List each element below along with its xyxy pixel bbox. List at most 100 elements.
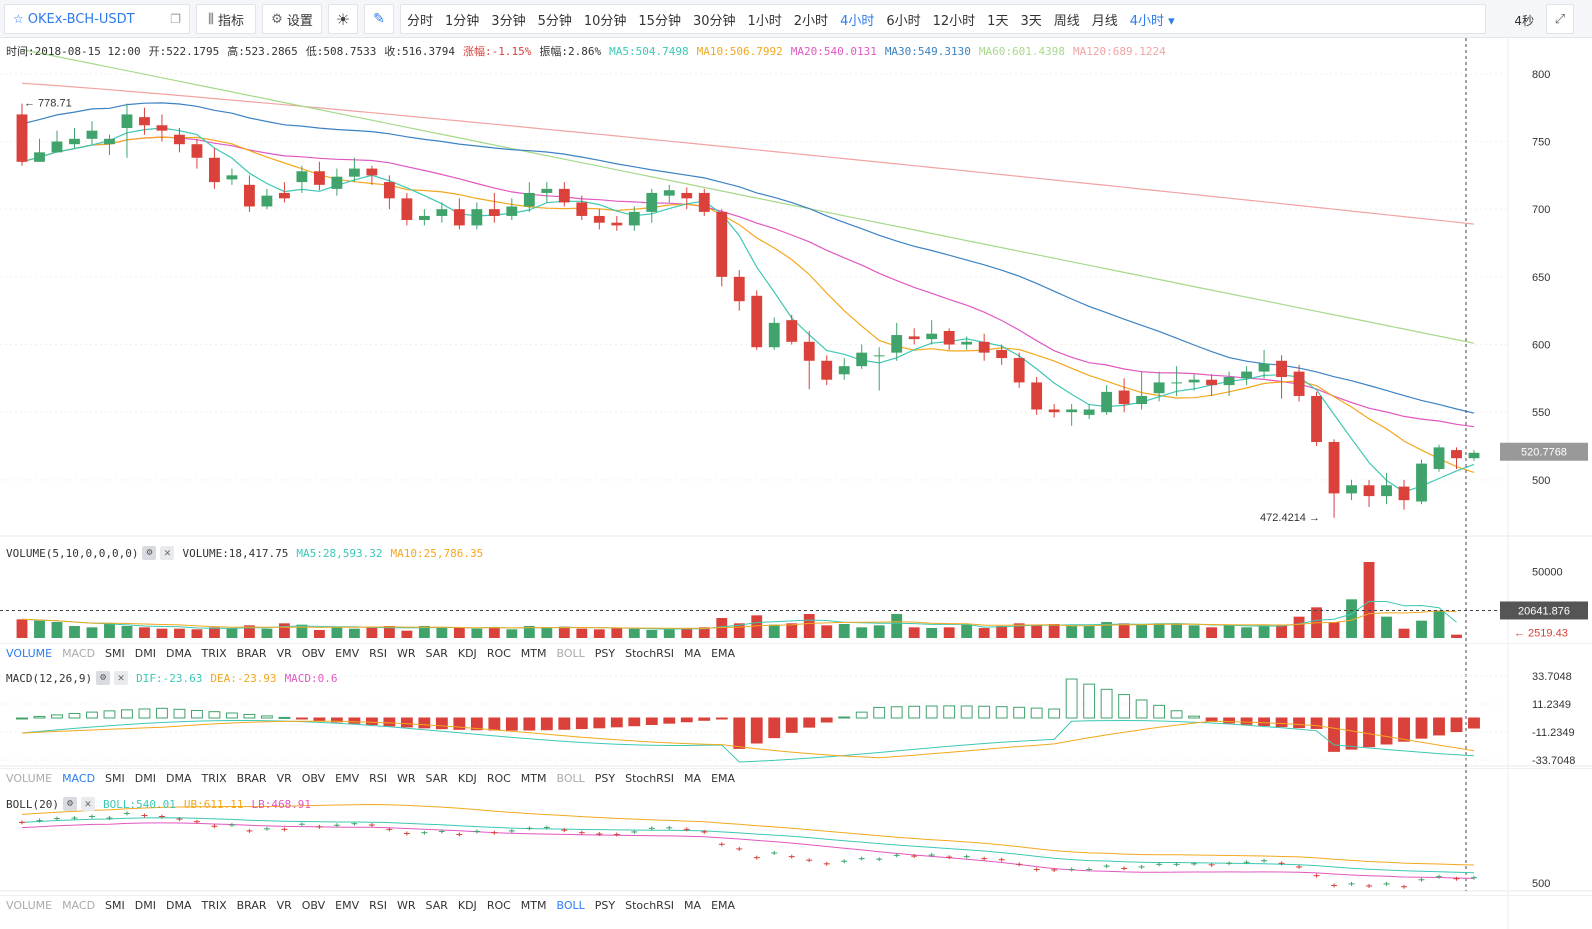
indicator-tab-rsi[interactable]: RSI	[369, 647, 387, 660]
fullscreen-button[interactable]: ⤢	[1546, 4, 1574, 34]
indicator-tab-dma[interactable]: DMA	[165, 899, 192, 912]
indicator-tab-trix[interactable]: TRIX	[201, 772, 227, 785]
indicator-tab-vr[interactable]: VR	[276, 899, 292, 912]
chart-canvas[interactable]: 800 750 700 650 600 550 500 ← 778.71 472.4214 → 5…	[0, 38, 1592, 929]
indicator-tab-brar[interactable]: BRAR	[236, 772, 267, 785]
indicator-tab-smi[interactable]: SMI	[105, 772, 125, 785]
close-icon[interactable]: ✕	[160, 546, 175, 560]
indicator-tab-macd[interactable]: MACD	[62, 647, 96, 660]
indicator-tab-ema[interactable]: EMA	[711, 899, 736, 912]
indicator-tab-dmi[interactable]: DMI	[134, 772, 156, 785]
indicator-tab-volume[interactable]: VOLUME	[6, 647, 53, 660]
indicator-tab-trix[interactable]: TRIX	[201, 899, 227, 912]
indicator-tab-roc[interactable]: ROC	[486, 899, 511, 912]
interval-15[interactable]: 月线	[1091, 13, 1118, 29]
indicator-tab-dmi[interactable]: DMI	[134, 899, 156, 912]
indicator-tab-mtm[interactable]: MTM	[520, 899, 547, 912]
candle-body	[261, 195, 273, 207]
gear-icon[interactable]: ⚙	[96, 671, 111, 685]
indicator-tab-obv[interactable]: OBV	[301, 899, 326, 912]
indicator-tab-emv[interactable]: EMV	[335, 899, 360, 912]
indicator-button[interactable]: ⫼ 指标	[196, 4, 256, 34]
indicator-tab-dmi[interactable]: DMI	[134, 647, 156, 660]
interval-13[interactable]: 3天	[1020, 13, 1042, 29]
indicator-tab-ema[interactable]: EMA	[711, 772, 736, 785]
indicator-tab-vr[interactable]: VR	[276, 647, 292, 660]
popout-icon[interactable]: ❐	[170, 12, 181, 26]
indicator-tab-dma[interactable]: DMA	[165, 647, 192, 660]
star-icon[interactable]: ☆	[13, 12, 24, 26]
indicator-tab-psy[interactable]: PSY	[594, 899, 616, 912]
indicator-tab-emv[interactable]: EMV	[335, 772, 360, 785]
interval-1[interactable]: 1分钟	[445, 13, 480, 29]
indicator-tab-emv[interactable]: EMV	[335, 647, 360, 660]
boll-name: BOLL(20)	[6, 797, 59, 811]
indicator-tab-sar[interactable]: SAR	[425, 772, 448, 785]
indicator-tab-psy[interactable]: PSY	[594, 647, 616, 660]
indicator-tab-mtm[interactable]: MTM	[520, 772, 547, 785]
indicator-tab-kdj[interactable]: KDJ	[457, 899, 477, 912]
indicator-tab-kdj[interactable]: KDJ	[457, 647, 477, 660]
indicator-tab-mtm[interactable]: MTM	[520, 647, 547, 660]
indicator-tab-sar[interactable]: SAR	[425, 647, 448, 660]
indicator-tab-ma[interactable]: MA	[684, 772, 702, 785]
indicator-tab-boll[interactable]: BOLL	[556, 899, 585, 912]
candle-body	[1031, 382, 1043, 410]
indicator-tab-ma[interactable]: MA	[684, 647, 702, 660]
indicator-tab-rsi[interactable]: RSI	[369, 899, 387, 912]
interval-11[interactable]: 12小时	[932, 13, 976, 29]
draw-tool-button[interactable]: ✎	[364, 4, 394, 34]
indicator-tab-stochrsi[interactable]: StochRSI	[625, 647, 675, 660]
interval-8[interactable]: 2小时	[793, 13, 829, 29]
indicator-tab-ma[interactable]: MA	[684, 899, 702, 912]
indicator-tab-macd[interactable]: MACD	[62, 899, 96, 912]
indicator-tab-wr[interactable]: WR	[396, 772, 416, 785]
macd-dea-line	[21, 720, 1475, 759]
indicator-tab-boll[interactable]: BOLL	[556, 772, 585, 785]
indicator-tab-brar[interactable]: BRAR	[236, 647, 267, 660]
indicator-tab-psy[interactable]: PSY	[594, 772, 616, 785]
indicator-tab-roc[interactable]: ROC	[486, 647, 511, 660]
gear-icon[interactable]: ⚙	[142, 546, 157, 560]
indicator-tab-stochrsi[interactable]: StochRSI	[625, 899, 675, 912]
interval-9[interactable]: 4小时	[840, 13, 875, 29]
indicator-tab-dma[interactable]: DMA	[165, 772, 192, 785]
interval-6[interactable]: 30分钟	[692, 13, 736, 29]
indicator-tab-obv[interactable]: OBV	[301, 647, 326, 660]
macd-histogram-bar	[645, 717, 658, 725]
gear-icon[interactable]: ⚙	[62, 797, 77, 811]
indicator-tab-stochrsi[interactable]: StochRSI	[625, 772, 675, 785]
indicator-tab-volume[interactable]: VOLUME	[6, 899, 53, 912]
interval-2[interactable]: 3分钟	[491, 13, 526, 29]
indicator-tab-wr[interactable]: WR	[396, 647, 416, 660]
indicator-tab-boll[interactable]: BOLL	[556, 647, 585, 660]
interval-12[interactable]: 1天	[987, 13, 1009, 29]
indicator-tab-obv[interactable]: OBV	[301, 772, 326, 785]
interval-14[interactable]: 周线	[1053, 13, 1080, 29]
indicator-tab-smi[interactable]: SMI	[105, 899, 125, 912]
indicator-tab-ema[interactable]: EMA	[711, 647, 736, 660]
interval-0[interactable]: 分时	[407, 13, 434, 29]
indicator-tab-sar[interactable]: SAR	[425, 899, 448, 912]
close-icon[interactable]: ✕	[114, 671, 129, 685]
interval-7[interactable]: 1小时	[747, 13, 782, 29]
settings-button[interactable]: ⚙ 设置	[262, 4, 322, 34]
theme-toggle-button[interactable]: ☀	[328, 4, 358, 34]
interval-10[interactable]: 6小时	[886, 13, 921, 29]
indicator-tab-rsi[interactable]: RSI	[369, 772, 387, 785]
indicator-tab-volume[interactable]: VOLUME	[6, 772, 53, 785]
indicator-tab-trix[interactable]: TRIX	[201, 647, 227, 660]
interval-3[interactable]: 5分钟	[537, 13, 572, 29]
indicator-tab-wr[interactable]: WR	[396, 899, 416, 912]
interval-5[interactable]: 15分钟	[638, 13, 681, 29]
close-icon[interactable]: ✕	[80, 797, 95, 811]
interval-4[interactable]: 10分钟	[583, 13, 627, 29]
indicator-tab-roc[interactable]: ROC	[486, 772, 511, 785]
symbol-selector[interactable]: ☆ OKEx-BCH-USDT ❐	[4, 4, 190, 34]
indicator-tab-smi[interactable]: SMI	[105, 647, 125, 660]
indicator-tab-vr[interactable]: VR	[276, 772, 292, 785]
indicator-tab-kdj[interactable]: KDJ	[457, 772, 477, 785]
indicator-tab-macd[interactable]: MACD	[62, 772, 96, 785]
interval-16[interactable]: 4小时 ▾	[1129, 13, 1175, 29]
indicator-tab-brar[interactable]: BRAR	[236, 899, 267, 912]
